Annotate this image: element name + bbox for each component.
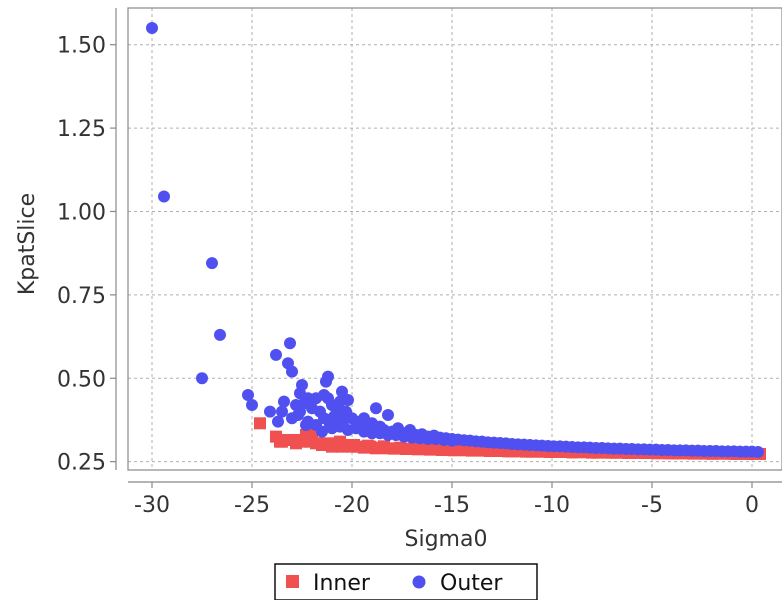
inner-point: [410, 442, 422, 455]
outer-point: [158, 190, 170, 203]
legend-outer-swatch: [412, 575, 426, 589]
x-tick-label: 0: [745, 493, 759, 518]
plot-frame: [115, 7, 782, 483]
outer-point: [270, 348, 282, 361]
outer-point: [340, 405, 352, 418]
outer-point: [278, 395, 290, 408]
plot-border: [127, 7, 782, 471]
outer-point: [276, 405, 288, 418]
legend-outer-label: Outer: [440, 571, 503, 596]
axis-ticks: -30 -25 -20 -15 -10 -5 0 0.25 0.50 0.75 1.00 1.25 1.…: [57, 34, 759, 518]
legend: Inner Outer: [274, 563, 538, 600]
outer-point: [370, 402, 382, 415]
outer-point: [214, 328, 226, 341]
x-tick-label: -15: [434, 493, 470, 518]
x-tick-label: -20: [334, 493, 370, 518]
inner-point: [288, 433, 300, 446]
outer-point: [146, 22, 158, 35]
outer-point: [330, 415, 342, 428]
outer-point: [322, 392, 334, 405]
outer-point: [300, 418, 312, 431]
outer-point: [382, 408, 394, 421]
x-tick-label: -10: [534, 493, 570, 518]
outer-point: [206, 257, 218, 270]
inner-point: [348, 438, 360, 451]
inner-point: [378, 440, 390, 453]
plot-background-rect: [128, 8, 782, 470]
outer-point: [446, 434, 458, 447]
legend-inner-swatch: [286, 575, 299, 588]
y-tick-label: 0.50: [57, 367, 106, 392]
outer-series: [146, 22, 764, 458]
x-tick-label: -30: [134, 493, 170, 518]
plot-area: [128, 8, 782, 470]
y-tick-label: 1.25: [57, 117, 106, 142]
inner-point: [318, 437, 330, 450]
x-tick-label: -25: [234, 493, 270, 518]
y-axis-title: KpatSlice: [15, 193, 40, 295]
legend-inner-label: Inner: [313, 571, 371, 596]
y-tick-label: 0.75: [57, 284, 106, 309]
x-tick-label: -5: [641, 493, 663, 518]
outer-point: [316, 425, 328, 438]
outer-point: [196, 372, 208, 385]
inner-point: [362, 439, 374, 452]
y-tick-label: 1.00: [57, 200, 106, 225]
outer-point: [242, 388, 254, 401]
outer-point: [334, 395, 346, 408]
inner-point: [394, 441, 406, 454]
inner-point: [334, 435, 346, 448]
outer-point: [336, 385, 348, 398]
outer-point: [294, 405, 306, 418]
y-tick-label: 1.50: [57, 34, 106, 59]
outer-point: [264, 405, 276, 418]
outer-point: [246, 398, 258, 411]
legend-box: [274, 563, 538, 600]
inner-point: [304, 435, 316, 448]
outer-point: [272, 415, 284, 428]
inner-point: [254, 417, 266, 430]
x-axis-title: Sigma0: [405, 527, 488, 552]
inner-point: [274, 435, 286, 448]
outer-point: [286, 365, 298, 378]
inner-point: [426, 442, 438, 455]
outer-point: [322, 370, 334, 383]
outer-point: [752, 445, 764, 458]
outer-point: [286, 412, 298, 425]
y-tick-label: 0.25: [57, 451, 106, 476]
outer-point: [284, 337, 296, 350]
inner-point: [446, 443, 458, 456]
